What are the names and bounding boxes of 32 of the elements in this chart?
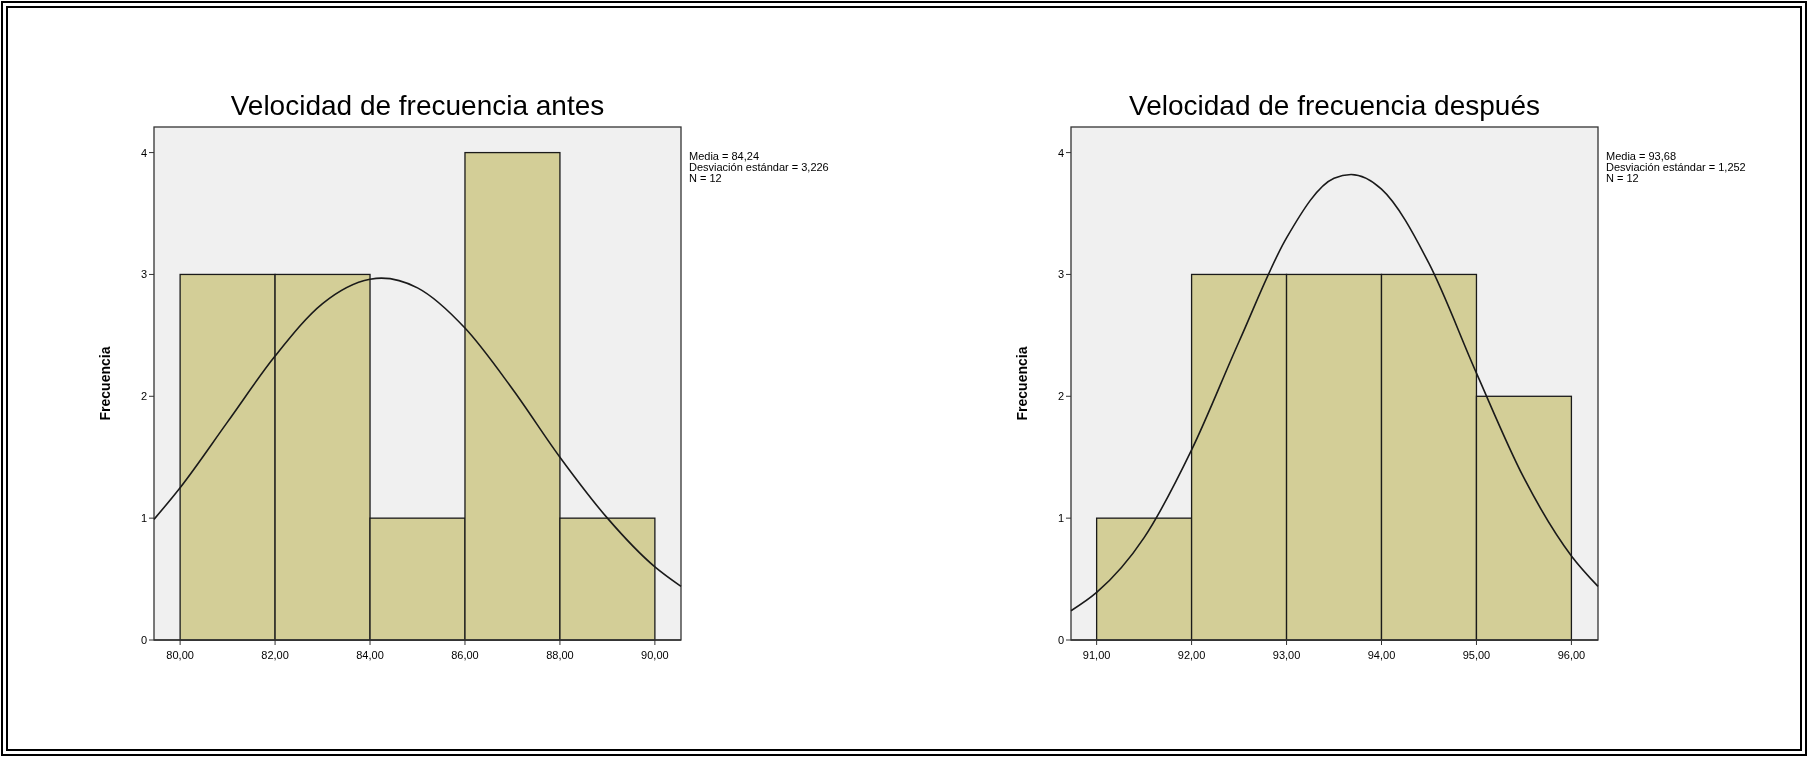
y-tick-label: 4 xyxy=(140,146,147,159)
text: N = 12 xyxy=(1606,172,1639,184)
x-tick-label: 90,00 xyxy=(641,649,669,661)
y-tick-label: 3 xyxy=(1057,268,1064,281)
y-tick-label: 2 xyxy=(1057,390,1064,403)
x-tick-label: 95,00 xyxy=(1462,649,1491,661)
x-tick-label: 84,00 xyxy=(356,649,384,661)
text: Desviación estándar = 1,252 xyxy=(1606,161,1746,173)
y-tick-label: 4 xyxy=(1057,146,1064,159)
x-tick-label: 93,00 xyxy=(1272,649,1301,661)
y-tick-label: 2 xyxy=(140,390,147,403)
x-tick-label: 86,00 xyxy=(451,649,479,661)
y-tick-label: 0 xyxy=(140,634,147,646)
x-tick-label: 94,00 xyxy=(1367,649,1396,661)
x-tick-label: 88,00 xyxy=(546,649,574,661)
y-tick-label: 3 xyxy=(140,268,147,281)
text: Media = 93,68 xyxy=(1606,150,1677,162)
x-tick-label: 91,00 xyxy=(1082,649,1111,661)
x-tick-label: 92,00 xyxy=(1177,649,1206,661)
chart-title: Velocidad de frecuencia después xyxy=(1129,90,1540,121)
x-tick-label: 82,00 xyxy=(261,649,289,661)
chart-title: Velocidad de frecuencia antes xyxy=(230,90,605,121)
y-axis-title: Frecuencia xyxy=(97,346,113,421)
y-axis-title: Frecuencia xyxy=(1014,346,1030,421)
text: Media = 84,24 xyxy=(689,150,760,162)
x-tick-label: 96,00 xyxy=(1557,649,1586,661)
y-tick-label: 1 xyxy=(1057,512,1064,525)
x-tick-label: 80,00 xyxy=(166,649,194,661)
text: Desviación estándar = 3,226 xyxy=(689,161,829,173)
text: N = 12 xyxy=(689,172,722,184)
y-tick-label: 0 xyxy=(1057,634,1064,646)
y-tick-label: 1 xyxy=(140,512,147,525)
